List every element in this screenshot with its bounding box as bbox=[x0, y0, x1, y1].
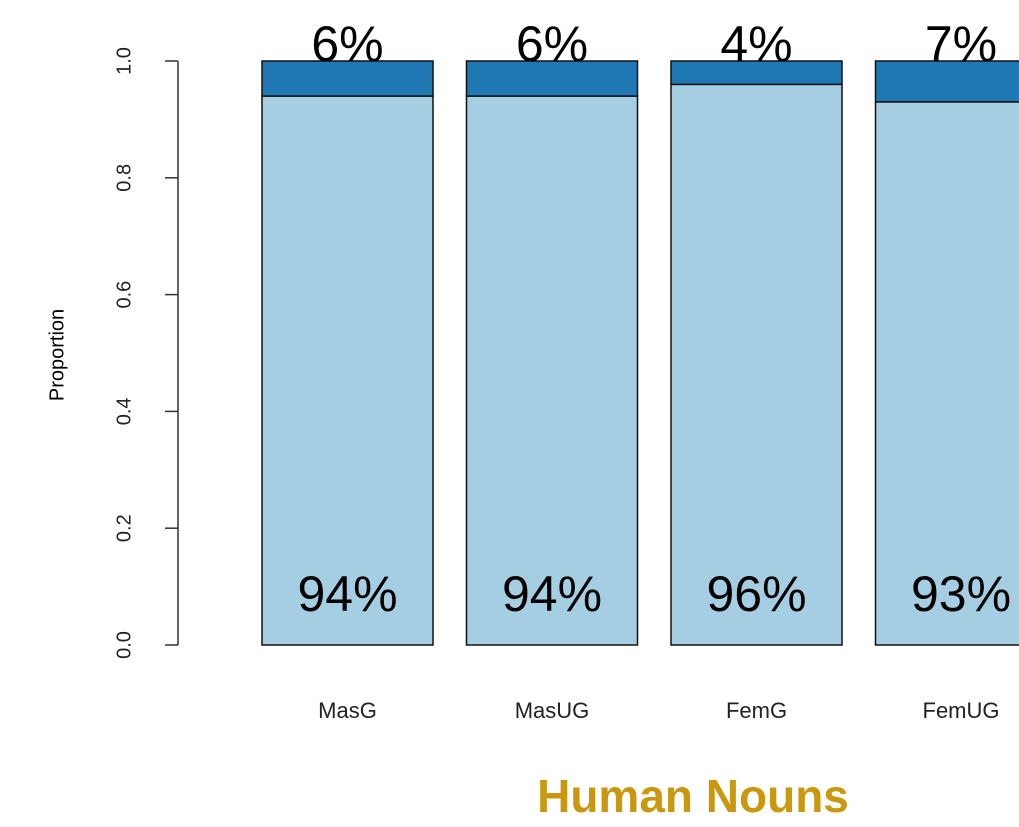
value-label: 94% bbox=[297, 566, 397, 622]
x-tick-label: FemG bbox=[726, 698, 787, 723]
value-label: 7% bbox=[925, 16, 997, 72]
bar-segment bbox=[465, 95, 639, 646]
y-tick-label: 1.0 bbox=[113, 47, 135, 75]
y-axis-label: Proportion bbox=[46, 309, 68, 401]
x-tick-label: MasG bbox=[318, 698, 377, 723]
y-tick-label: 0.0 bbox=[113, 631, 135, 659]
y-tick-label: 0.6 bbox=[113, 281, 135, 309]
bar-segment bbox=[874, 60, 1019, 103]
bar-segment bbox=[670, 83, 843, 646]
bar-segment bbox=[261, 60, 434, 97]
value-label: 94% bbox=[502, 566, 602, 622]
bar-segment bbox=[874, 101, 1019, 646]
value-label: 6% bbox=[311, 16, 383, 72]
bar-segment bbox=[670, 60, 843, 86]
x-tick-label: FemUG bbox=[923, 698, 1000, 723]
value-label: 6% bbox=[516, 16, 588, 72]
value-label: 4% bbox=[720, 16, 792, 72]
value-label: 96% bbox=[706, 566, 806, 622]
bar-segment bbox=[465, 60, 639, 97]
bar-segment bbox=[261, 95, 434, 646]
y-tick-label: 0.4 bbox=[113, 397, 135, 425]
y-tick-label: 0.2 bbox=[113, 514, 135, 542]
value-label: 93% bbox=[911, 566, 1011, 622]
x-axis-label: Human Nouns bbox=[537, 770, 849, 822]
y-tick-label: 0.8 bbox=[113, 164, 135, 192]
x-tick-label: MasUG bbox=[515, 698, 590, 723]
